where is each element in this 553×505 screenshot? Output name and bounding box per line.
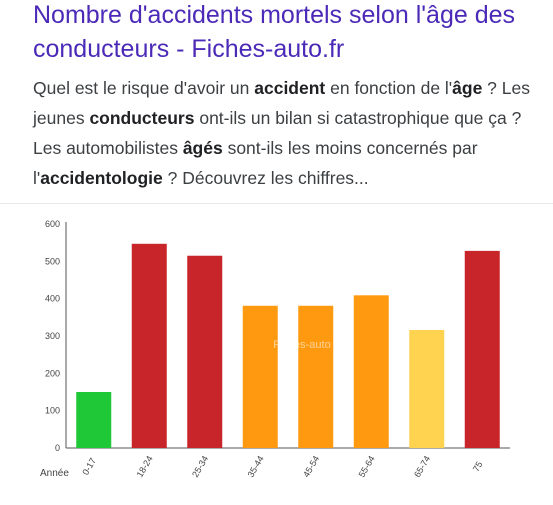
y-tick-label: 500: [45, 256, 60, 266]
y-tick-label: 400: [45, 294, 60, 304]
x-tick-label: 55-64: [357, 454, 377, 479]
y-tick-label: 100: [45, 406, 60, 416]
bar-chart: 0 100 200 300 400 500 600 Fiches-auto 0-17 18-2…: [40, 219, 510, 479]
bar-0-17: [76, 392, 112, 448]
x-tick-label: 35-44: [246, 454, 266, 479]
bar-55-64: [353, 295, 389, 448]
y-tick-label: 300: [45, 331, 60, 341]
snippet-keyword: conducteurs: [89, 108, 195, 128]
snippet-text: ? Les jeunes: [33, 78, 530, 128]
x-axis-labels: 0-17 18-24 25-34 35-44 45-54 55-64 65-74 75: [80, 454, 484, 479]
divider: [0, 203, 553, 204]
chart-image[interactable]: 0 100 200 300 400 500 600 Fiches-auto 0-17 18-2…: [30, 212, 525, 500]
snippet-text: ont-ils un bilan si catastrophique que ç…: [33, 108, 522, 158]
result-title-link[interactable]: Nombre d'accidents mortels selon l'âge d…: [33, 1, 516, 63]
snippet-keyword: âgés: [182, 138, 223, 158]
result-snippet: Quel est le risque d'avoir un accident e…: [33, 73, 533, 193]
bar-18-24: [131, 243, 167, 448]
snippet-text: en fonction de l': [325, 78, 453, 98]
x-tick-label: 65-74: [412, 454, 432, 479]
x-tick-label: 45-54: [301, 454, 321, 479]
bar-75: [464, 250, 500, 448]
snippet-keyword: âge: [452, 78, 483, 98]
x-tick-label: 75: [471, 460, 485, 474]
snippet-text: ? Découvrez les chiffres...: [162, 168, 369, 188]
snippet-text: sont-ils les moins concernés par l': [33, 138, 478, 188]
y-tick-label: 0: [55, 443, 60, 453]
chart-watermark: Fiches-auto: [273, 339, 330, 351]
x-tick-label: 25-34: [190, 454, 210, 479]
x-tick-label: 18-24: [135, 454, 155, 479]
snippet-text: Quel est le risque d'avoir un: [33, 78, 255, 98]
y-tick-label: 600: [45, 219, 60, 229]
x-tick-label: 0-17: [80, 456, 98, 477]
bars: [76, 243, 500, 448]
bar-35-44: [242, 305, 278, 448]
x-axis-title: Année: [40, 468, 69, 479]
bar-45-54: [298, 305, 334, 448]
y-axis-ticks: 0 100 200 300 400 500 600: [45, 219, 60, 453]
snippet-keyword: accidentologie: [40, 168, 163, 188]
bar-25-34: [187, 255, 223, 448]
y-tick-label: 200: [45, 368, 60, 378]
bar-65-74: [409, 330, 445, 448]
snippet-keyword: accident: [254, 78, 326, 98]
